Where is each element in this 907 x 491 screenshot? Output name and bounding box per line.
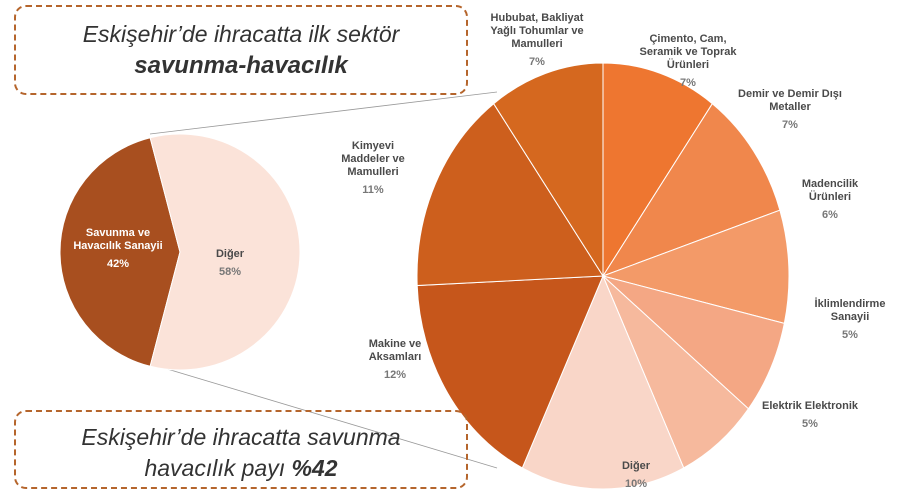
slice-label: Kimyevi Maddeler ve Mamulleri 11% <box>328 140 418 197</box>
value-label: 10% <box>624 478 648 490</box>
slice-label: Madencilik Ürünleri 6% <box>785 178 875 222</box>
value-label: 7% <box>782 119 798 131</box>
pie-slice <box>59 137 181 367</box>
pie-slice <box>493 62 604 278</box>
category-label: Madencilik Ürünleri <box>801 178 859 203</box>
value-label: 12% <box>383 369 407 381</box>
top-box: Eskişehir’de ihracatta ilk sektör savunm… <box>14 5 468 95</box>
box-text: Eskişehir’de ihracatta savunma <box>81 424 401 450</box>
category-label: Çimento, Cam, Seramik ve Toprak Ürünleri <box>639 33 737 71</box>
category-label: Kimyevi Maddeler ve Mamulleri <box>341 140 405 178</box>
value-label: 5% <box>842 329 858 341</box>
box-text: savunma-havacılık <box>134 52 348 79</box>
slice-label: Elektrik Elektronik 5% <box>745 400 875 431</box>
slice-label: Hububat, Bakliyat Yağlı Tohumlar ve Mamu… <box>477 12 597 69</box>
slice-label: Demir ve Demir Dışı Metaller 7% <box>735 88 845 132</box>
box-text: Eskişehir’de ihracatta ilk sektör <box>82 21 400 47</box>
pie-slice <box>601 102 781 277</box>
pie-slice <box>149 133 301 371</box>
pie-slice <box>601 209 790 325</box>
pie-slice <box>416 275 604 469</box>
value-label: 58% <box>218 266 242 278</box>
category-label: Elektrik Elektronik <box>762 400 858 412</box>
value-label: 42% <box>106 258 130 270</box>
box-text: %42 <box>291 455 338 481</box>
slice-label: Diğer 10% <box>596 460 676 491</box>
category-label: Diğer <box>215 248 245 260</box>
connector <box>123 355 498 469</box>
category-label: Diğer <box>621 460 651 472</box>
value-label: 7% <box>529 56 545 68</box>
slice-label: Diğer 58% <box>200 248 260 279</box>
connector <box>149 91 498 135</box>
pie-slice <box>416 102 604 287</box>
box-text: havacılık payı <box>144 455 286 481</box>
pie-slice <box>521 274 685 490</box>
value-label: 6% <box>822 209 838 221</box>
slice-label: İklimlendirme Sanayii 5% <box>800 298 900 342</box>
bottom-box: Eskişehir’de ihracatta savunma havacılık… <box>14 410 468 489</box>
pie-slice <box>602 62 713 278</box>
value-label: 7% <box>680 77 696 89</box>
value-label: 11% <box>362 184 384 196</box>
category-label: Savunma ve Havacılık Sanayii <box>73 227 163 252</box>
slice-label: Savunma ve Havacılık Sanayii 42% <box>63 227 173 271</box>
slice-label: Çimento, Cam, Seramik ve Toprak Ürünleri… <box>628 33 748 90</box>
value-label: 5% <box>802 418 818 430</box>
slice-label: Makine ve Aksamları 12% <box>350 338 440 382</box>
category-label: İklimlendirme Sanayii <box>814 298 886 323</box>
category-label: Makine ve Aksamları <box>368 338 422 363</box>
category-label: Hububat, Bakliyat Yağlı Tohumlar ve Mamu… <box>490 12 584 50</box>
category-label: Demir ve Demir Dışı Metaller <box>738 88 842 113</box>
